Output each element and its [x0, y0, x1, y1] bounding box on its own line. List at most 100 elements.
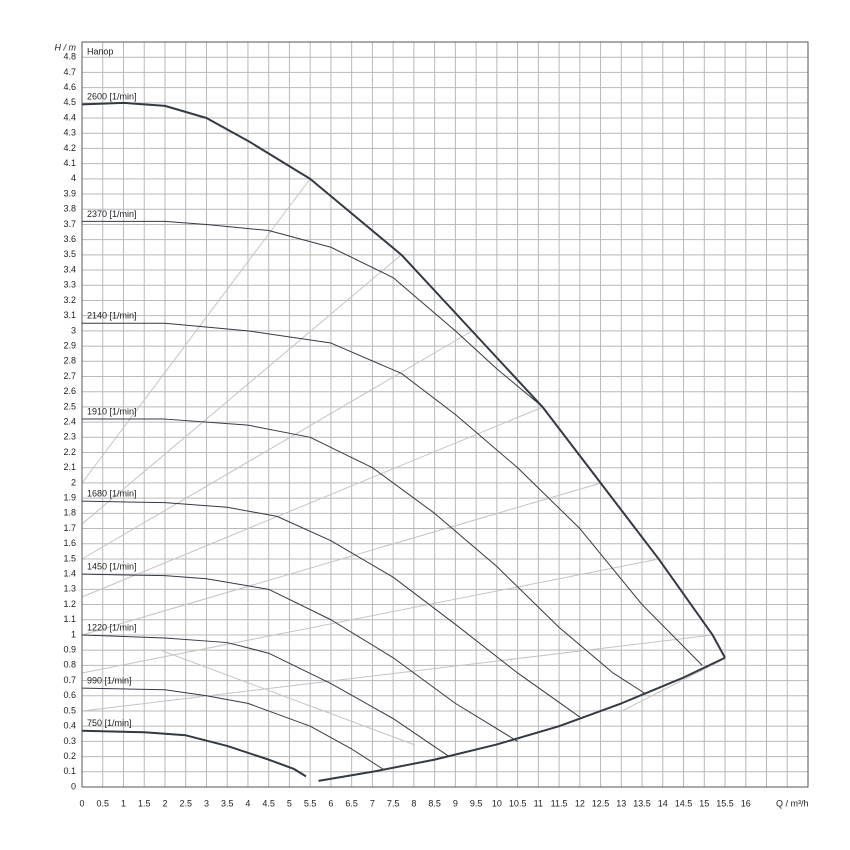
x-tick-label: 3.5 [221, 798, 234, 808]
x-tick-label: 5.5 [304, 798, 317, 808]
speed-curve [81, 729, 307, 778]
x-tick-label: 7 [370, 798, 375, 808]
y-tick-label: 2.4 [63, 416, 76, 426]
y-tick-label: 3.9 [63, 188, 76, 198]
speed-curve [81, 101, 726, 659]
y-tick-label: 3.3 [63, 280, 76, 290]
aux-line [159, 649, 416, 746]
aux-line [81, 254, 402, 525]
curve-label: 2600 [1/min] [87, 92, 137, 102]
y-tick-label: 3.2 [63, 295, 76, 305]
y-tick-label: 1.6 [63, 538, 76, 548]
aux-line [81, 406, 544, 598]
min-curve [318, 656, 726, 782]
x-tick-label: 13.5 [633, 798, 651, 808]
x-tick-label: 15 [699, 798, 709, 808]
y-tick-label: 1.4 [63, 569, 76, 579]
y-tick-label: 0.7 [63, 675, 76, 685]
curve-label: 1680 [1/min] [87, 489, 137, 499]
y-tick-label: 0.4 [63, 721, 76, 731]
x-tick-label: 6 [328, 798, 333, 808]
y-tick-label: 4.4 [63, 112, 76, 122]
y-tick-label: 2.6 [63, 386, 76, 396]
speed-curve [81, 687, 386, 771]
x-tick-label: 11 [534, 798, 543, 808]
y-tick-label: 1.5 [63, 553, 76, 563]
y-tick-label: 2.5 [63, 401, 76, 411]
y-tick-label: 3.4 [63, 264, 76, 274]
x-tick-label: 12.5 [592, 798, 610, 808]
x-tick-label: 16 [741, 798, 751, 808]
y-tick-label: 4.2 [63, 143, 76, 153]
x-tick-label: 0 [79, 798, 84, 808]
aux-line [81, 178, 311, 484]
curve-label: 990 [1/min] [87, 676, 132, 686]
y-tick-label: 1.1 [63, 614, 76, 624]
aux-line [619, 659, 723, 713]
y-tick-label: 2.3 [63, 432, 76, 442]
x-tick-label: 1 [121, 798, 126, 808]
y-tick-label: 3.6 [63, 234, 76, 244]
speed-curve [82, 220, 543, 408]
y-tick-label: 4.7 [63, 67, 76, 77]
plot-area [82, 42, 808, 787]
y-tick-label: 4.8 [63, 52, 76, 62]
y-tick-label: 4.5 [63, 97, 76, 107]
y-tick-label: 1.9 [63, 492, 76, 502]
y-tick-label: 0.3 [63, 736, 76, 746]
y-tick-label: 3.5 [63, 249, 76, 259]
speed-curve [81, 634, 450, 758]
y-tick-label: 2.2 [63, 447, 76, 457]
y-tick-label: 0.1 [63, 766, 76, 776]
y-tick-label: 2.1 [63, 462, 76, 472]
x-tick-label: 8 [411, 798, 416, 808]
curve-label: 2370 [1/min] [87, 209, 137, 219]
x-tick-label: 14 [658, 798, 668, 808]
x-tick-label: 10 [492, 798, 502, 808]
x-axis-label: Q / m³/h [776, 798, 809, 808]
curve-label: 1450 [1/min] [87, 562, 137, 572]
x-tick-label: 9.5 [470, 798, 483, 808]
y-tick-label: 0.6 [63, 690, 76, 700]
y-tick-label: 1.3 [63, 584, 76, 594]
x-tick-label: 0.5 [96, 798, 109, 808]
aux-line [81, 634, 714, 712]
speed-curve [81, 573, 518, 742]
aux-line [81, 330, 473, 560]
y-tick-label: 1.8 [63, 508, 76, 518]
x-tick-label: 5 [287, 798, 292, 808]
x-tick-label: 14.5 [675, 798, 693, 808]
annotation: Напор [87, 46, 113, 56]
aux-line [81, 482, 602, 636]
x-tick-label: 9 [453, 798, 458, 808]
x-tick-label: 8.5 [428, 798, 441, 808]
y-tick-label: 2 [71, 477, 76, 487]
x-tick-label: 12 [575, 798, 585, 808]
x-tick-label: 13 [616, 798, 626, 808]
y-tick-label: 1 [71, 629, 76, 639]
x-tick-label: 15.5 [716, 798, 734, 808]
aux-lines [81, 178, 723, 746]
speed-curve [82, 418, 647, 695]
x-tick-label: 6.5 [345, 798, 358, 808]
x-tick-label: 2 [162, 798, 167, 808]
y-tick-label: 4 [71, 173, 76, 183]
grid [81, 42, 809, 788]
y-tick-label: 0 [71, 781, 76, 791]
x-tick-label: 4 [245, 798, 250, 808]
y-tick-label: 1.7 [63, 523, 76, 533]
y-tick-label: 4.6 [63, 82, 76, 92]
speed-curve [82, 322, 703, 666]
y-tick-label: 3.8 [63, 204, 76, 214]
x-tick-label: 1.5 [138, 798, 151, 808]
x-tick-label: 7.5 [387, 798, 400, 808]
y-tick-label: 2.9 [63, 340, 76, 350]
y-tick-label: 2.8 [63, 356, 76, 366]
x-tick-label: 10.5 [509, 798, 527, 808]
curve-label: 1220 [1/min] [87, 622, 137, 632]
x-tick-label: 4.5 [262, 798, 275, 808]
y-tick-label: 3 [71, 325, 76, 335]
curve-label: 2140 [1/min] [87, 311, 137, 321]
curve-label: 750 [1/min] [87, 718, 132, 728]
